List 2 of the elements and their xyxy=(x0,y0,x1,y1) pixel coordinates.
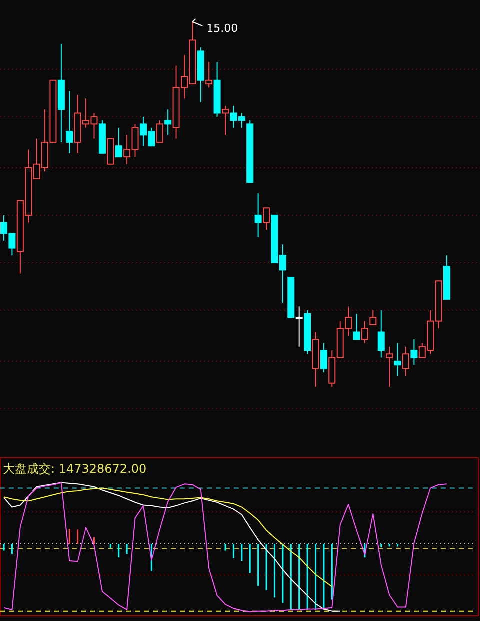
chart-title: 大盘成交: 147328672.00 xyxy=(3,462,147,476)
annotation: 15.00 xyxy=(206,22,238,35)
